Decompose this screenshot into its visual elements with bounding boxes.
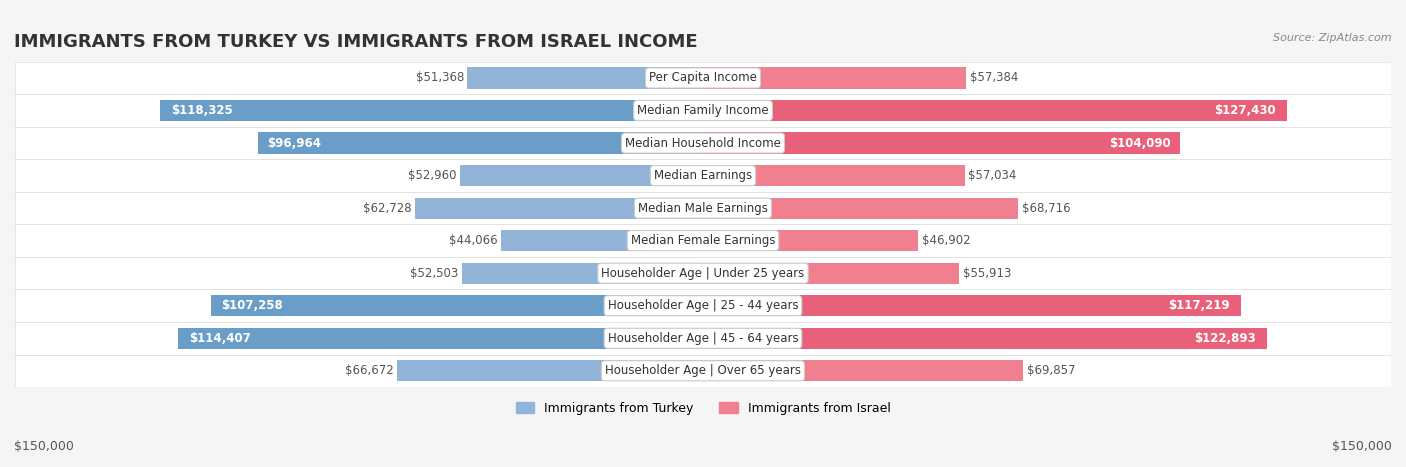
Text: $114,407: $114,407 — [188, 332, 250, 345]
Bar — [703, 262, 959, 284]
Bar — [703, 67, 966, 89]
Text: $52,960: $52,960 — [408, 169, 457, 182]
FancyBboxPatch shape — [15, 62, 1391, 94]
Text: Per Capita Income: Per Capita Income — [650, 71, 756, 85]
Bar — [398, 360, 703, 382]
FancyBboxPatch shape — [15, 192, 1391, 224]
Text: $127,430: $127,430 — [1215, 104, 1275, 117]
Text: $117,219: $117,219 — [1168, 299, 1230, 312]
Text: $150,000: $150,000 — [1331, 440, 1392, 453]
Bar — [211, 295, 703, 316]
Text: $52,503: $52,503 — [411, 267, 458, 280]
Bar — [259, 133, 703, 154]
FancyBboxPatch shape — [15, 127, 1391, 159]
Text: $122,893: $122,893 — [1194, 332, 1256, 345]
Text: IMMIGRANTS FROM TURKEY VS IMMIGRANTS FROM ISRAEL INCOME: IMMIGRANTS FROM TURKEY VS IMMIGRANTS FRO… — [14, 33, 697, 51]
Text: Median Male Earnings: Median Male Earnings — [638, 202, 768, 215]
Bar — [467, 67, 703, 89]
Text: $69,857: $69,857 — [1026, 364, 1076, 377]
Bar — [703, 198, 1018, 219]
Text: $104,090: $104,090 — [1109, 136, 1171, 149]
Bar — [703, 360, 1024, 382]
Text: $68,716: $68,716 — [1022, 202, 1070, 215]
Bar — [160, 100, 703, 121]
Bar — [415, 198, 703, 219]
FancyBboxPatch shape — [15, 354, 1391, 387]
Bar — [703, 230, 918, 251]
Legend: Immigrants from Turkey, Immigrants from Israel: Immigrants from Turkey, Immigrants from … — [510, 397, 896, 420]
Bar — [501, 230, 703, 251]
Text: $66,672: $66,672 — [344, 364, 394, 377]
Text: Median Household Income: Median Household Income — [626, 136, 780, 149]
Text: Householder Age | 25 - 44 years: Householder Age | 25 - 44 years — [607, 299, 799, 312]
FancyBboxPatch shape — [15, 224, 1391, 257]
FancyBboxPatch shape — [15, 322, 1391, 354]
Text: $62,728: $62,728 — [363, 202, 412, 215]
Bar — [703, 165, 965, 186]
Text: $55,913: $55,913 — [963, 267, 1011, 280]
FancyBboxPatch shape — [15, 94, 1391, 127]
Text: $150,000: $150,000 — [14, 440, 75, 453]
Text: $46,902: $46,902 — [921, 234, 970, 247]
Text: $51,368: $51,368 — [416, 71, 464, 85]
Bar — [703, 100, 1288, 121]
Text: Householder Age | Over 65 years: Householder Age | Over 65 years — [605, 364, 801, 377]
Text: $96,964: $96,964 — [267, 136, 321, 149]
Bar — [703, 328, 1267, 349]
Text: $44,066: $44,066 — [449, 234, 498, 247]
FancyBboxPatch shape — [15, 159, 1391, 192]
Text: $107,258: $107,258 — [221, 299, 283, 312]
Text: $57,384: $57,384 — [970, 71, 1018, 85]
Text: $57,034: $57,034 — [969, 169, 1017, 182]
Text: Median Family Income: Median Family Income — [637, 104, 769, 117]
Text: $118,325: $118,325 — [172, 104, 233, 117]
FancyBboxPatch shape — [15, 257, 1391, 290]
Text: Median Female Earnings: Median Female Earnings — [631, 234, 775, 247]
Bar — [703, 133, 1181, 154]
Text: Householder Age | 45 - 64 years: Householder Age | 45 - 64 years — [607, 332, 799, 345]
Text: Source: ZipAtlas.com: Source: ZipAtlas.com — [1274, 33, 1392, 42]
Bar — [703, 295, 1240, 316]
Bar — [179, 328, 703, 349]
Text: Median Earnings: Median Earnings — [654, 169, 752, 182]
Bar — [460, 165, 703, 186]
Bar — [463, 262, 703, 284]
Text: Householder Age | Under 25 years: Householder Age | Under 25 years — [602, 267, 804, 280]
FancyBboxPatch shape — [15, 290, 1391, 322]
